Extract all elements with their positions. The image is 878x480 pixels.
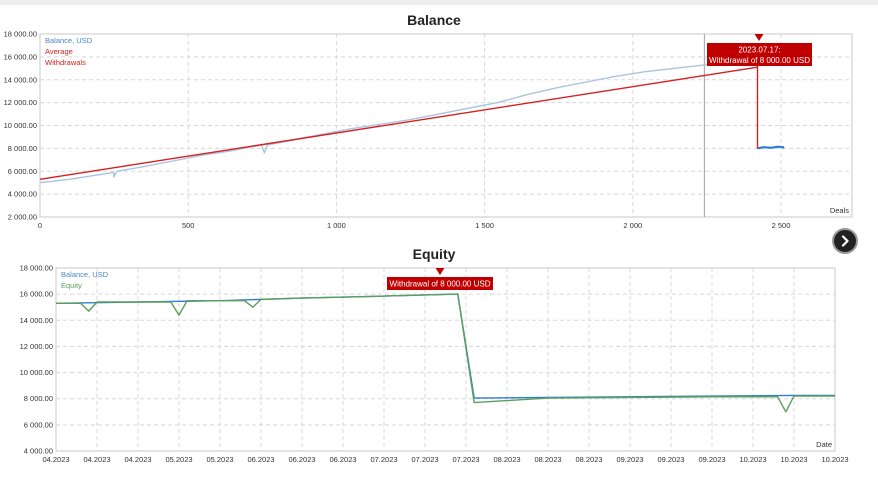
balance-y-tick-labels: 2 000.00 4 000.00 6 000.00 8 000.00 10 000.0… — [4, 30, 37, 222]
y-tick-label: 18 000.00 — [20, 264, 53, 273]
y-tick-label: 18 000.00 — [4, 30, 37, 39]
callout-text: Withdrawal of 8 000.00 USD — [709, 56, 810, 65]
equity-chart: Equity 4 000.00 6 000.00 8 000.00 10 000.00… — [20, 246, 849, 464]
x-tick-label: 2 000 — [623, 221, 642, 230]
balance-x-axis-label: Deals — [830, 206, 849, 215]
y-tick-label: 4 000.00 — [8, 190, 37, 199]
x-tick-label: 06.2023 — [329, 455, 356, 464]
legend-entry: Balance, USD — [45, 36, 93, 45]
equity-plot-area — [55, 267, 836, 452]
x-tick-label: 04.2023 — [83, 455, 110, 464]
callout-box — [707, 43, 812, 66]
x-tick-label: 07.2023 — [370, 455, 397, 464]
x-tick-label: 10.2023 — [780, 455, 807, 464]
balance-series — [39, 34, 785, 217]
y-tick-label: 12 000.00 — [4, 98, 37, 107]
balance-legend: Balance, USD Average Withdrawals — [45, 36, 93, 67]
y-tick-label: 12 000.00 — [20, 342, 53, 351]
x-tick-label: 08.2023 — [534, 455, 561, 464]
equity-x-tick-labels: 04.2023 04.2023 04.2023 05.2023 05.2023 06.20… — [42, 455, 848, 464]
callout-pointer — [754, 34, 764, 41]
y-tick-label: 6 000.00 — [24, 420, 53, 429]
x-tick-label: 0 — [38, 221, 42, 230]
y-tick-label: 16 000.00 — [4, 52, 37, 61]
callout-text: Withdrawal of 8 000.00 USD — [390, 280, 491, 289]
legend-entry: Equity — [61, 281, 82, 290]
x-tick-label: 04.2023 — [42, 455, 69, 464]
equity-legend: Balance, USD Equity — [61, 270, 109, 290]
x-tick-label: 07.2023 — [452, 455, 479, 464]
x-tick-label: 08.2023 — [493, 455, 520, 464]
next-arrow-button[interactable] — [832, 228, 858, 254]
callout-text: 2023.07.17: — [738, 46, 780, 55]
chevron-right-icon — [841, 235, 849, 247]
balance-withdrawal-callout: 2023.07.17:Withdrawal of 8 000.00 USD — [707, 34, 812, 66]
legend-entry: Average — [45, 47, 73, 56]
x-tick-label: 05.2023 — [206, 455, 233, 464]
y-tick-label: 10 000.00 — [20, 368, 53, 377]
y-tick-label: 16 000.00 — [20, 290, 53, 299]
x-tick-label: 09.2023 — [698, 455, 725, 464]
balance-chart-title: Balance — [407, 12, 461, 28]
equity-chart-title: Equity — [413, 246, 456, 262]
y-tick-label: 2 000.00 — [8, 213, 37, 222]
y-tick-label: 14 000.00 — [20, 316, 53, 325]
legend-entry: Withdrawals — [45, 58, 86, 67]
series-line-average — [39, 66, 758, 180]
y-tick-label: 8 000.00 — [8, 144, 37, 153]
series-line-balance-usd — [39, 56, 758, 184]
balance-chart: Balance 2 000.00 4 000.00 6 000.00 8 000.00… — [4, 12, 853, 230]
x-tick-label: 10.2023 — [739, 455, 766, 464]
equity-y-tick-labels: 4 000.00 6 000.00 8 000.00 10 000.00 12 000.… — [20, 264, 53, 456]
equity-series — [55, 293, 835, 413]
legend-entry: Balance, USD — [61, 270, 109, 279]
equity-x-axis-label: Date — [816, 440, 832, 449]
series-line-equity — [56, 293, 835, 413]
x-tick-label: 09.2023 — [616, 455, 643, 464]
x-tick-label: 500 — [182, 221, 195, 230]
x-tick-label: 10.2023 — [821, 455, 848, 464]
y-tick-label: 8 000.00 — [24, 394, 53, 403]
x-tick-label: 08.2023 — [575, 455, 602, 464]
y-tick-label: 6 000.00 — [8, 167, 37, 176]
x-tick-label: 07.2023 — [411, 455, 438, 464]
x-tick-label: 05.2023 — [165, 455, 192, 464]
equity-withdrawal-callout: Withdrawal of 8 000.00 USD — [387, 268, 493, 290]
y-tick-label: 4 000.00 — [24, 447, 53, 456]
balance-gridlines — [40, 34, 852, 217]
x-tick-label: 09.2023 — [657, 455, 684, 464]
callout-box — [387, 277, 493, 290]
top-divider — [0, 0, 878, 5]
x-tick-label: 06.2023 — [247, 455, 274, 464]
y-tick-label: 10 000.00 — [4, 121, 37, 130]
series-line-balance-usd — [757, 145, 785, 150]
x-tick-label: 2 500 — [772, 221, 791, 230]
callout-pointer — [435, 268, 445, 275]
y-tick-label: 14 000.00 — [4, 75, 37, 84]
x-tick-label: 06.2023 — [288, 455, 315, 464]
x-tick-label: 1 000 — [327, 221, 346, 230]
x-tick-label: 04.2023 — [124, 455, 151, 464]
x-tick-label: 1 500 — [475, 221, 494, 230]
equity-gridlines — [56, 268, 835, 451]
